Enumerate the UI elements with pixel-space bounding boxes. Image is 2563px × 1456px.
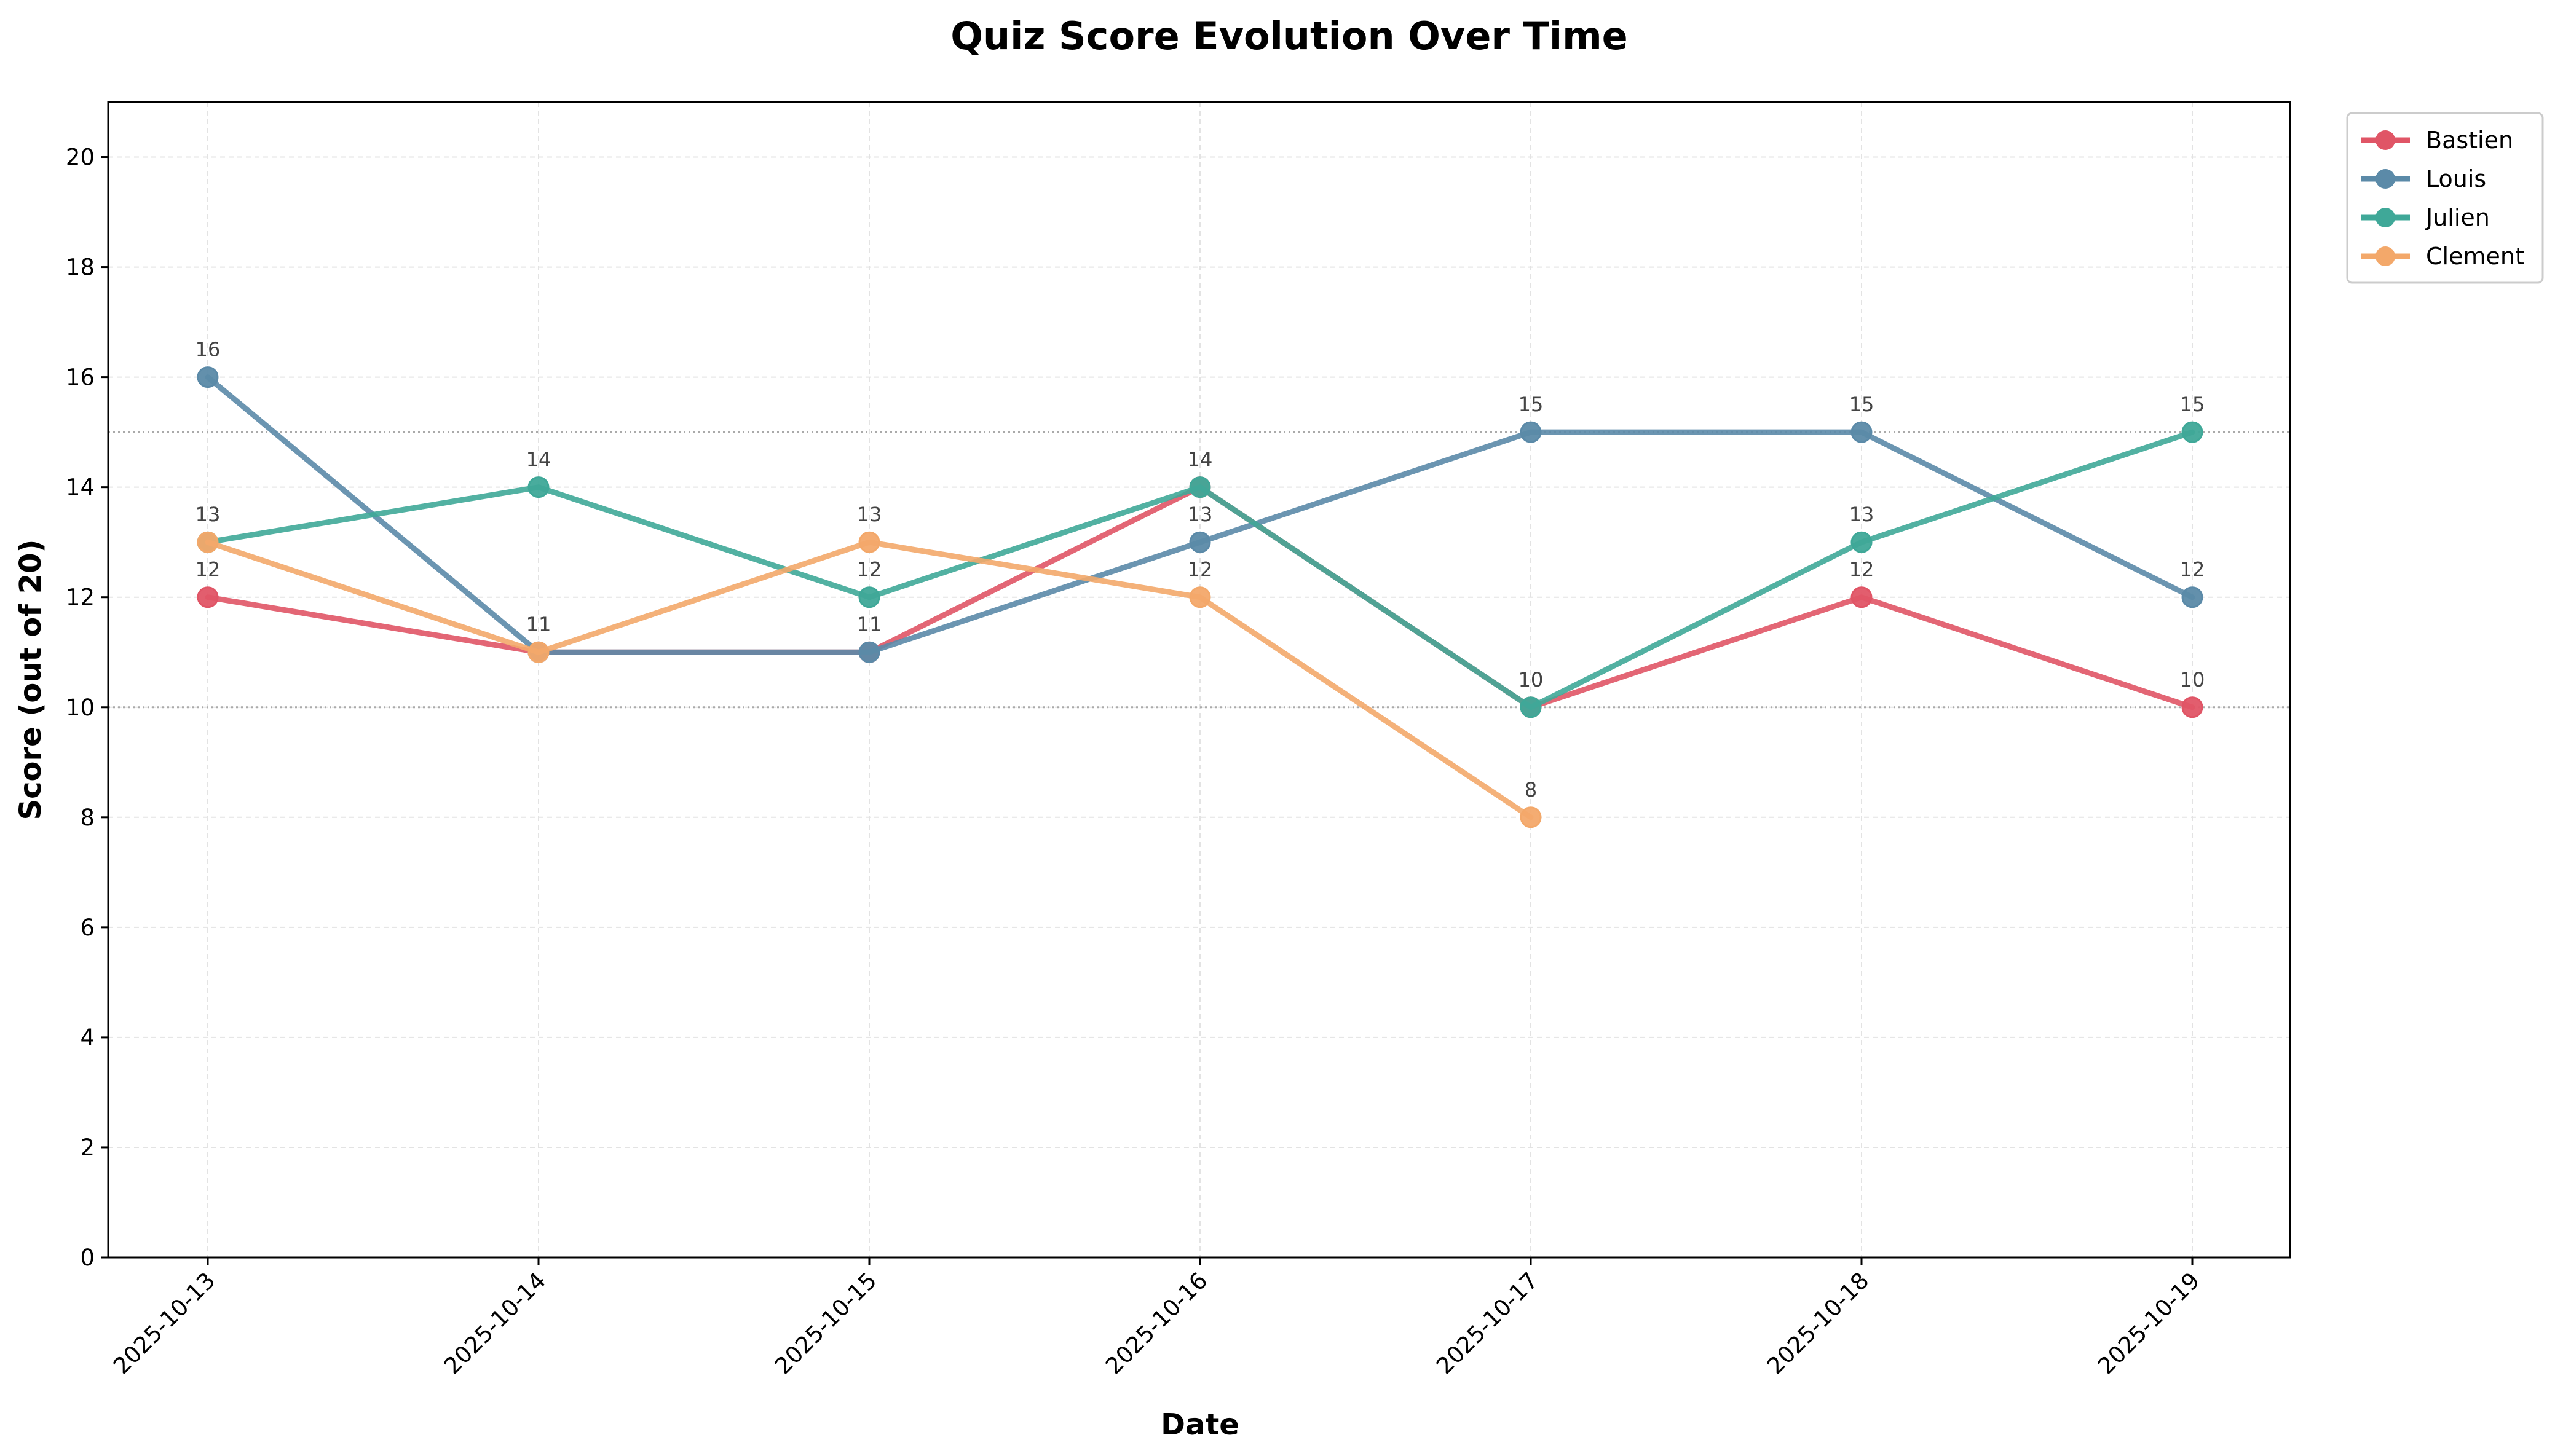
x-axis: 2025-10-13 2025-10-14 2025-10-15 2025-10-16…	[108, 1257, 2205, 1379]
data-label: 10	[1518, 668, 1544, 691]
data-label: 15	[1849, 393, 1874, 416]
y-tick-label: 10	[66, 695, 95, 721]
x-tick-label: 2025-10-13	[108, 1267, 220, 1379]
data-point	[527, 641, 550, 663]
legend-swatch-marker	[2375, 130, 2395, 150]
x-tick-label: 2025-10-18	[1762, 1267, 1874, 1379]
y-tick-label: 18	[66, 254, 95, 281]
y-tick-label: 2	[80, 1135, 95, 1161]
series-lines	[197, 366, 2203, 828]
legend: Bastien Louis Julien Clement	[2346, 112, 2544, 284]
chart-title: Quiz Score Evolution Over Time	[950, 14, 1627, 58]
data-point	[1189, 586, 1211, 608]
legend-swatch-marker	[2375, 246, 2395, 266]
data-point	[1520, 806, 1542, 828]
legend-swatch-marker	[2375, 208, 2395, 227]
y-tick-label: 12	[66, 584, 95, 611]
data-point	[1850, 586, 1873, 608]
grid	[108, 102, 2290, 1258]
data-label: 15	[2180, 393, 2205, 416]
legend-swatch-marker	[2375, 169, 2395, 189]
x-axis-label: Date	[1161, 1407, 1239, 1442]
data-label: 13	[195, 503, 221, 526]
data-point	[1189, 476, 1211, 498]
y-tick-label: 6	[80, 915, 95, 941]
data-label: 13	[857, 503, 882, 526]
data-point	[858, 641, 880, 663]
y-tick-label: 4	[80, 1025, 95, 1051]
data-label: 12	[1849, 558, 1874, 581]
x-tick-label: 2025-10-14	[439, 1267, 551, 1379]
y-axis: 0 2 4 6 8 10 12 14 16 18 20	[66, 144, 108, 1271]
data-label: 12	[2180, 558, 2205, 581]
data-point	[2181, 586, 2203, 608]
data-label: 13	[1849, 503, 1874, 526]
x-tick-label: 2025-10-17	[1431, 1267, 1543, 1379]
data-label: 10	[1518, 668, 1544, 691]
data-label: 13	[195, 503, 221, 526]
legend-label: Clement	[2426, 243, 2524, 270]
data-label: 10	[2180, 668, 2205, 691]
data-point	[197, 366, 219, 388]
data-point	[1850, 421, 1873, 443]
data-label: 11	[857, 613, 882, 636]
data-label: 16	[195, 338, 221, 361]
data-point	[1850, 531, 1873, 553]
data-label: 11	[857, 613, 882, 636]
data-label: 12	[1188, 558, 1213, 581]
legend-box	[2346, 112, 2544, 284]
data-point	[1189, 531, 1211, 553]
data-label: 13	[1188, 503, 1213, 526]
data-label: 11	[526, 613, 551, 636]
data-label: 12	[195, 558, 221, 581]
y-tick-label: 0	[80, 1245, 95, 1271]
data-label: 8	[1525, 778, 1537, 801]
data-label: 12	[857, 558, 882, 581]
y-tick-label: 16	[66, 364, 95, 391]
data-label: 11	[526, 613, 551, 636]
data-point	[197, 531, 219, 553]
x-tick-label: 2025-10-15	[770, 1267, 882, 1379]
data-label: 14	[1188, 448, 1213, 471]
data-point	[1520, 696, 1542, 718]
data-label: 15	[1518, 393, 1544, 416]
data-label: 14	[526, 448, 551, 471]
legend-label: Louis	[2426, 165, 2486, 192]
x-tick-label: 2025-10-19	[2093, 1267, 2205, 1379]
data-point	[197, 586, 219, 608]
y-axis-label: Score (out of 20)	[14, 540, 48, 820]
y-tick-label: 14	[66, 474, 95, 501]
data-point	[1520, 421, 1542, 443]
y-tick-label: 8	[80, 805, 95, 831]
data-point	[2181, 696, 2203, 718]
data-point	[527, 476, 550, 498]
y-tick-label: 20	[66, 144, 95, 171]
legend-label: Bastien	[2426, 127, 2513, 154]
data-point	[858, 586, 880, 608]
x-tick-label: 2025-10-16	[1100, 1267, 1212, 1379]
legend-label: Julien	[2425, 204, 2490, 231]
plot-frame	[107, 101, 2291, 1259]
data-point	[858, 531, 880, 553]
data-label: 14	[1188, 448, 1213, 471]
data-label: 11	[526, 613, 551, 636]
data-point	[2181, 421, 2203, 443]
